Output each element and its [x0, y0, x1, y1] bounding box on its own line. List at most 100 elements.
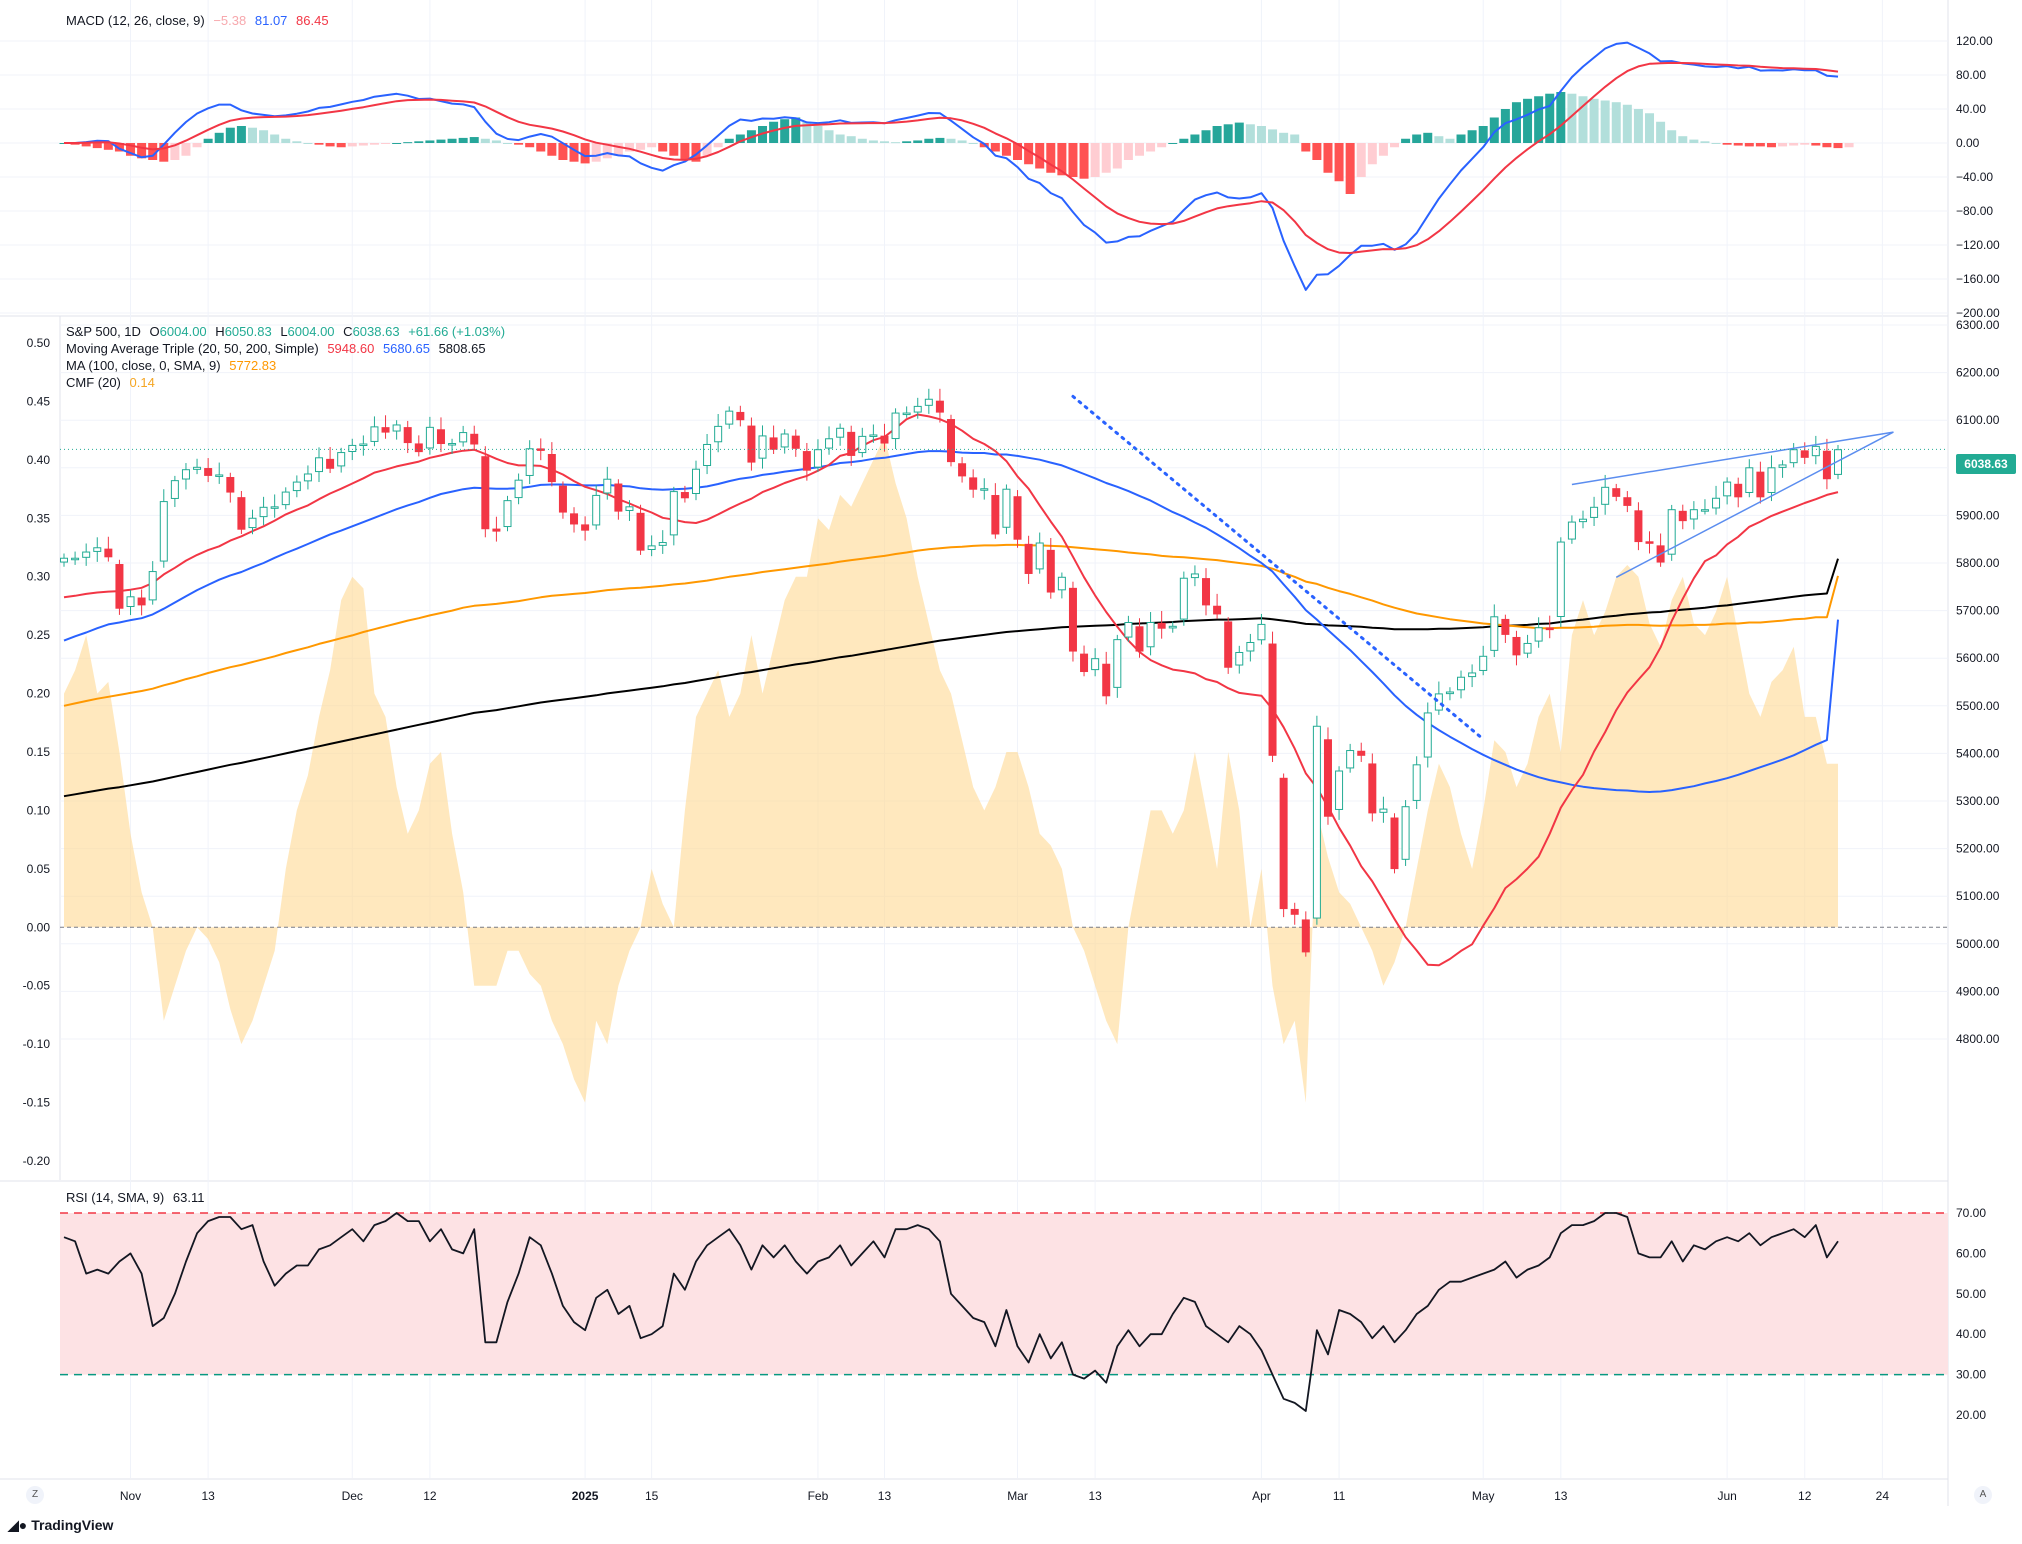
macd-histogram-bar [1256, 126, 1266, 143]
macd-histogram-bar [381, 143, 391, 144]
cmf-area [64, 436, 1838, 1103]
macd-histogram-bar [1134, 143, 1144, 156]
price-candle [1412, 764, 1421, 801]
symbol-title: S&P 500, 1D [66, 324, 141, 339]
macd-histogram-bar [1212, 126, 1222, 143]
time-tick-label: 11 [1333, 1489, 1346, 1503]
macd-histogram-bar [1024, 143, 1034, 165]
time-tick-label: 13 [1088, 1489, 1102, 1503]
time-tick-label: 15 [645, 1489, 659, 1503]
price-candle [703, 443, 712, 467]
macd-histogram-bar [902, 141, 912, 143]
price-candle [1601, 486, 1610, 505]
macd-tick-label: 0.00 [1956, 136, 1980, 150]
macd-histogram-bar [192, 143, 202, 148]
price-candle [1301, 919, 1310, 953]
price-candle [558, 485, 567, 513]
price-candle [193, 466, 202, 470]
time-tick-label: 13 [1554, 1489, 1568, 1503]
macd-histogram-bar [1844, 143, 1854, 148]
price-candle [248, 517, 257, 529]
macd-histogram-bar [913, 140, 923, 143]
macd-histogram-bar [769, 121, 779, 143]
price-tick-label: 5800.00 [1956, 556, 2000, 570]
price-candle [1490, 616, 1499, 651]
price-candle [1590, 506, 1599, 518]
price-candle [1257, 623, 1266, 641]
macd-histogram-bar [1101, 143, 1111, 173]
cmf-tick-label: -0.10 [23, 1037, 51, 1051]
price-candle [1479, 655, 1488, 671]
price-candle [1323, 739, 1332, 817]
price-tick-label: 6300.00 [1956, 318, 2000, 332]
macd-histogram-bar [325, 143, 335, 147]
rsi-tick-label: 30.00 [1956, 1368, 1986, 1382]
macd-signal-line [64, 61, 1839, 254]
price-candle [1091, 658, 1100, 671]
symbol-line: S&P 500, 1D O6004.00 H6050.83 L6004.00 C… [66, 324, 506, 339]
price-candle [714, 425, 723, 443]
price-candle [1335, 770, 1344, 810]
macd-histogram-bar [1733, 143, 1743, 146]
price-candle [1179, 577, 1188, 620]
downtrend-line [1071, 394, 1485, 741]
price-candle [1046, 549, 1055, 593]
price-candle [802, 451, 811, 471]
price-tick-label: 5100.00 [1956, 889, 2000, 903]
auto-scale-button[interactable]: A [1974, 1486, 1992, 1504]
macd-histogram-bar [1445, 138, 1455, 143]
macd-histogram-bar [1423, 132, 1433, 143]
price-candle [858, 435, 867, 454]
cmf-tick-label: 0.50 [27, 336, 51, 350]
price-candle [969, 477, 978, 490]
macd-histogram-bar [214, 132, 224, 143]
price-candle [1002, 488, 1011, 528]
open-value: 6004.00 [159, 324, 207, 339]
price-candle [1202, 578, 1211, 606]
macd-histogram-bar [1500, 109, 1510, 143]
price-candle [1445, 691, 1454, 695]
rsi-label: RSI (14, SMA, 9) [66, 1190, 165, 1205]
macd-histogram-bar [436, 139, 446, 143]
ma200-line [63, 558, 1839, 798]
macd-histogram-bar [1245, 124, 1255, 143]
macd-histogram-bar [1001, 143, 1011, 156]
macd-tick-label: 40.00 [1956, 102, 1986, 116]
price-candle [1357, 750, 1366, 756]
price-candle [1745, 467, 1754, 493]
time-tick-label: Feb [808, 1489, 829, 1503]
price-candle [1567, 521, 1576, 540]
price-candle [1312, 725, 1321, 919]
price-candle [1135, 626, 1144, 652]
ma-value: 5772.83 [229, 358, 277, 373]
macd-histogram-bar [458, 137, 468, 143]
price-candle [1678, 510, 1687, 522]
price-candle [226, 477, 235, 493]
macd-histogram-bar [92, 143, 102, 149]
tradingview-brand[interactable]: ◢● TradingView [8, 1517, 113, 1534]
log-scale-button[interactable]: Z [26, 1486, 44, 1504]
price-candle [1457, 676, 1466, 691]
price-candle [381, 427, 390, 433]
macd-histogram-bar [1556, 92, 1566, 143]
ma-line: MA (100, close, 0, SMA, 9) 5772.83 [66, 357, 510, 374]
price-candle [115, 564, 124, 609]
price-candle [1700, 509, 1709, 512]
price-tick-label: 5600.00 [1956, 651, 2000, 665]
mat-v3: 5808.65 [438, 341, 486, 356]
time-tick-label: Dec [342, 1489, 363, 1503]
macd-histogram-bar [503, 143, 512, 144]
price-candle [292, 481, 301, 492]
price-candle [1401, 806, 1410, 860]
price-candle [514, 479, 523, 499]
price-candle [1224, 621, 1233, 668]
price-candle [980, 488, 989, 491]
macd-histogram-bar [1168, 143, 1178, 144]
price-candle [1634, 510, 1643, 543]
mat-label: Moving Average Triple (20, 50, 200, Simp… [66, 341, 319, 356]
macd-histogram-bar [1334, 143, 1344, 182]
macd-histogram-bar [713, 143, 723, 148]
rsi-value: 63.11 [172, 1190, 205, 1205]
